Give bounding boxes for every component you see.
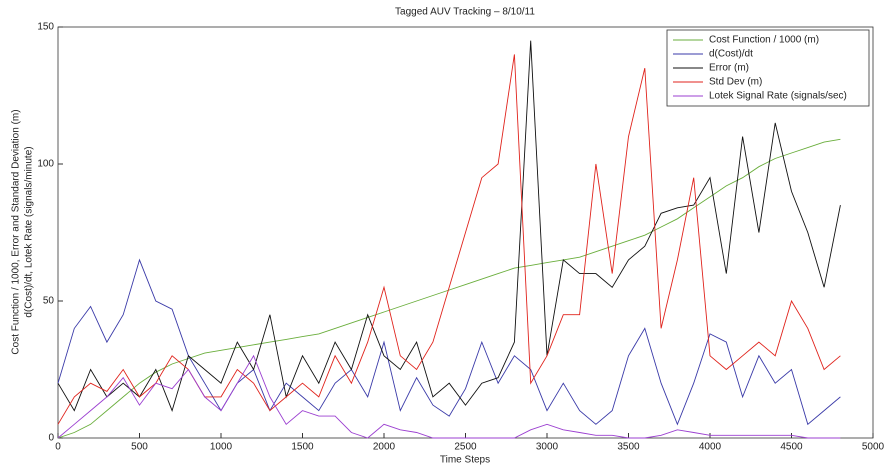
legend-label: d(Cost)/dt	[709, 49, 753, 60]
x-tick-label: 2000	[373, 442, 396, 453]
series-line	[57, 40, 841, 412]
y-tick-label: 150	[37, 22, 54, 33]
series-line	[57, 54, 841, 425]
legend-label: Std Dev (m)	[709, 77, 762, 88]
x-tick-label: 4500	[780, 442, 803, 453]
series-line	[57, 138, 841, 439]
x-axis-label: Time Steps	[440, 455, 490, 465]
x-tick-label: 2500	[454, 442, 477, 453]
y-axis-label: d(Cost)/dt, Lotek Rate (signals/minute)	[24, 146, 35, 317]
series-line	[57, 354, 841, 439]
x-tick-label: 1000	[210, 442, 233, 453]
legend-label: Error (m)	[709, 63, 749, 74]
x-tick-label: 1500	[291, 442, 314, 453]
x-tick-label: 3000	[536, 442, 559, 453]
x-tick-label: 5000	[862, 442, 885, 453]
y-tick-label: 0	[48, 433, 54, 444]
chart-title: Tagged AUV Tracking – 8/10/11	[395, 7, 535, 18]
y-axis-label: Cost Function / 1000, Error and Standard…	[11, 109, 22, 354]
y-tick-label: 50	[43, 296, 55, 307]
legend-label: Cost Function / 1000 (m)	[709, 35, 819, 46]
x-tick-label: 4000	[699, 442, 722, 453]
y-tick-label: 100	[37, 159, 54, 170]
x-tick-label: 3500	[617, 442, 640, 453]
legend-label: Lotek Signal Rate (signals/sec)	[709, 91, 847, 102]
x-tick-label: 500	[131, 442, 148, 453]
x-tick-label: 0	[55, 442, 61, 453]
